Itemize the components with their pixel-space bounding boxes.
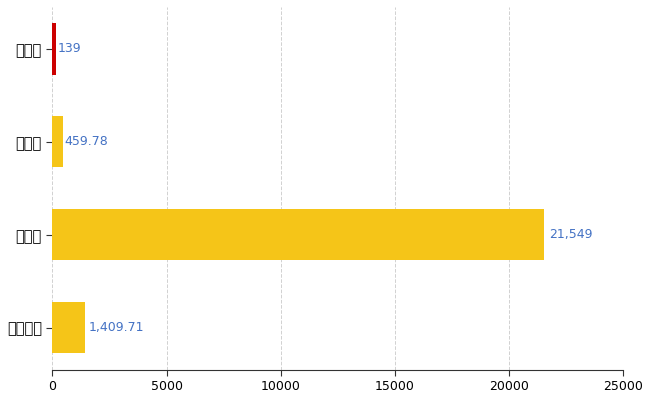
- Bar: [53, 116, 63, 167]
- Text: 459.78: 459.78: [65, 135, 109, 148]
- Bar: [53, 24, 55, 74]
- Bar: [53, 209, 544, 260]
- Text: 139: 139: [57, 42, 81, 56]
- Text: 1,409.71: 1,409.71: [89, 321, 144, 334]
- Bar: [53, 302, 84, 353]
- Text: 21,549: 21,549: [549, 228, 592, 241]
